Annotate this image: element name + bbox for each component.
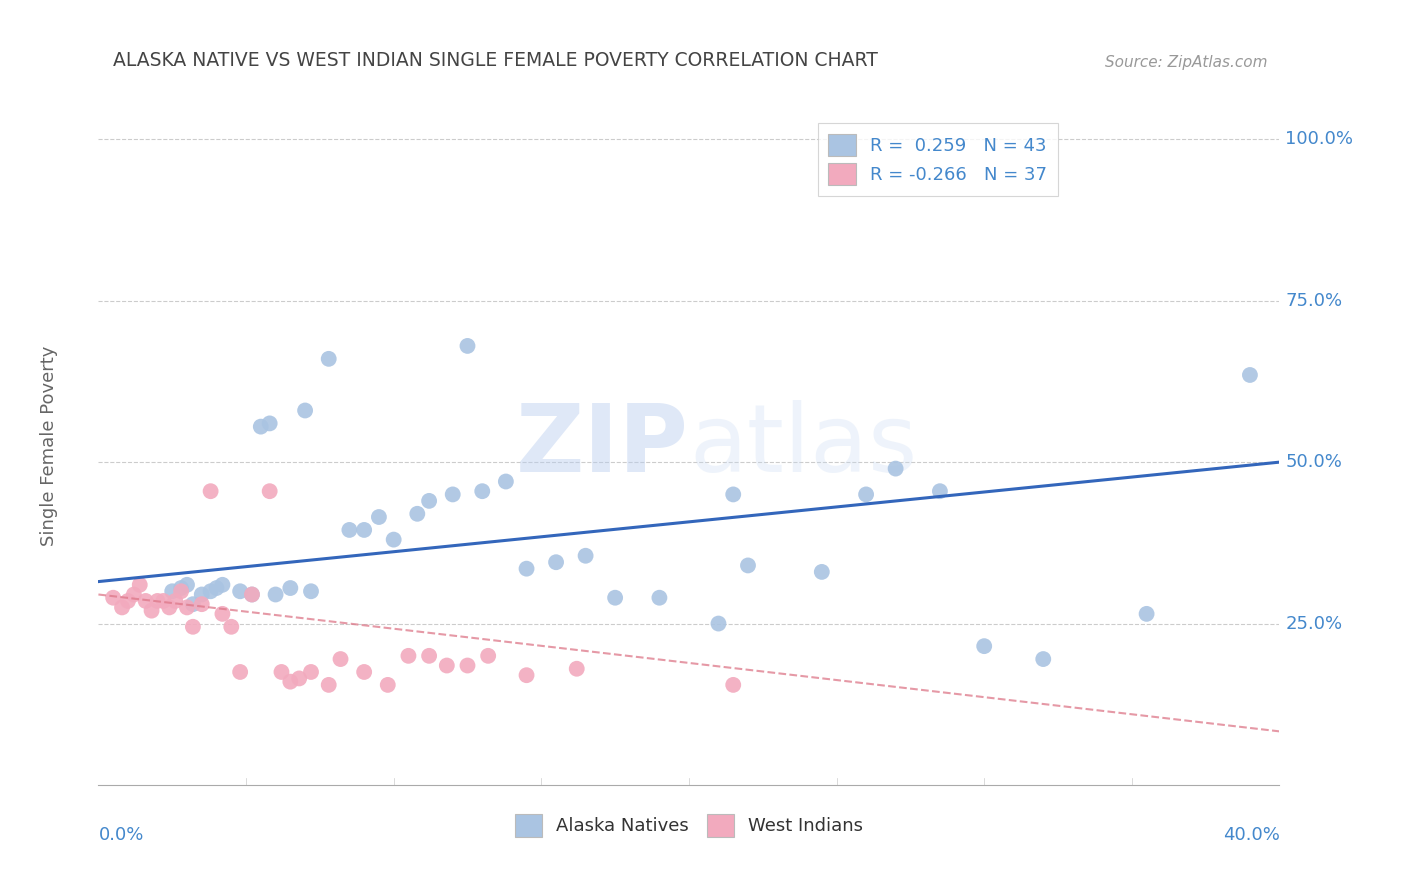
Point bbox=[176, 600, 198, 615]
Point bbox=[270, 665, 292, 679]
Text: 50.0%: 50.0% bbox=[1285, 453, 1343, 471]
Text: 25.0%: 25.0% bbox=[1285, 615, 1343, 632]
Text: Single Female Poverty: Single Female Poverty bbox=[39, 346, 58, 546]
Point bbox=[707, 616, 730, 631]
Point bbox=[191, 587, 214, 601]
Point bbox=[280, 581, 302, 595]
Point bbox=[162, 584, 183, 599]
Point bbox=[259, 417, 281, 431]
Point bbox=[146, 594, 169, 608]
Point bbox=[229, 584, 252, 599]
Point bbox=[103, 591, 125, 605]
Point bbox=[211, 607, 233, 621]
Text: ZIP: ZIP bbox=[516, 400, 689, 492]
Point bbox=[294, 403, 316, 417]
Point bbox=[157, 600, 180, 615]
Point bbox=[339, 523, 361, 537]
Point bbox=[329, 652, 352, 666]
Legend: Alaska Natives, West Indians: Alaska Natives, West Indians bbox=[508, 807, 870, 844]
Point bbox=[299, 665, 322, 679]
Point bbox=[565, 662, 588, 676]
Text: 100.0%: 100.0% bbox=[1285, 130, 1354, 148]
Point bbox=[457, 658, 479, 673]
Point bbox=[477, 648, 499, 663]
Point bbox=[135, 594, 157, 608]
Point bbox=[495, 475, 517, 489]
Point bbox=[855, 487, 877, 501]
Point bbox=[471, 484, 494, 499]
Point bbox=[973, 639, 995, 653]
Point bbox=[165, 594, 187, 608]
Point bbox=[1032, 652, 1054, 666]
Point bbox=[929, 484, 952, 499]
Point bbox=[240, 587, 263, 601]
Point bbox=[605, 591, 627, 605]
Point bbox=[418, 648, 440, 663]
Text: 40.0%: 40.0% bbox=[1223, 826, 1279, 844]
Point bbox=[170, 584, 193, 599]
Point bbox=[200, 484, 222, 499]
Point bbox=[353, 523, 375, 537]
Point bbox=[111, 600, 134, 615]
Point bbox=[211, 578, 233, 592]
Point bbox=[176, 578, 198, 592]
Point bbox=[377, 678, 399, 692]
Point bbox=[181, 597, 204, 611]
Point bbox=[436, 658, 458, 673]
Point bbox=[516, 668, 538, 682]
Point bbox=[200, 584, 222, 599]
Point bbox=[723, 678, 745, 692]
Point bbox=[288, 672, 311, 686]
Point bbox=[546, 555, 568, 569]
Text: atlas: atlas bbox=[689, 400, 917, 492]
Point bbox=[122, 587, 145, 601]
Point bbox=[318, 678, 340, 692]
Point bbox=[299, 584, 322, 599]
Point bbox=[141, 604, 163, 618]
Point bbox=[648, 591, 671, 605]
Point bbox=[1136, 607, 1159, 621]
Point bbox=[441, 487, 464, 501]
Text: 75.0%: 75.0% bbox=[1285, 292, 1343, 310]
Point bbox=[191, 597, 214, 611]
Point bbox=[457, 339, 479, 353]
Point bbox=[516, 562, 538, 576]
Point bbox=[229, 665, 252, 679]
Point bbox=[418, 494, 440, 508]
Point bbox=[575, 549, 598, 563]
Point bbox=[810, 565, 832, 579]
Point bbox=[264, 587, 287, 601]
Point bbox=[250, 419, 273, 434]
Point bbox=[884, 461, 907, 475]
Point bbox=[259, 484, 281, 499]
Point bbox=[723, 487, 745, 501]
Point bbox=[1239, 368, 1261, 382]
Point bbox=[128, 578, 150, 592]
Text: 0.0%: 0.0% bbox=[98, 826, 143, 844]
Text: Source: ZipAtlas.com: Source: ZipAtlas.com bbox=[1105, 54, 1268, 70]
Point bbox=[368, 510, 391, 524]
Point bbox=[117, 594, 139, 608]
Point bbox=[280, 674, 302, 689]
Point bbox=[205, 581, 228, 595]
Point bbox=[318, 351, 340, 366]
Point bbox=[181, 620, 204, 634]
Point bbox=[398, 648, 420, 663]
Point bbox=[221, 620, 243, 634]
Point bbox=[353, 665, 375, 679]
Point bbox=[737, 558, 759, 573]
Point bbox=[240, 587, 263, 601]
Point bbox=[382, 533, 405, 547]
Point bbox=[406, 507, 429, 521]
Point bbox=[170, 581, 193, 595]
Text: ALASKA NATIVE VS WEST INDIAN SINGLE FEMALE POVERTY CORRELATION CHART: ALASKA NATIVE VS WEST INDIAN SINGLE FEMA… bbox=[112, 51, 877, 70]
Point bbox=[152, 594, 174, 608]
